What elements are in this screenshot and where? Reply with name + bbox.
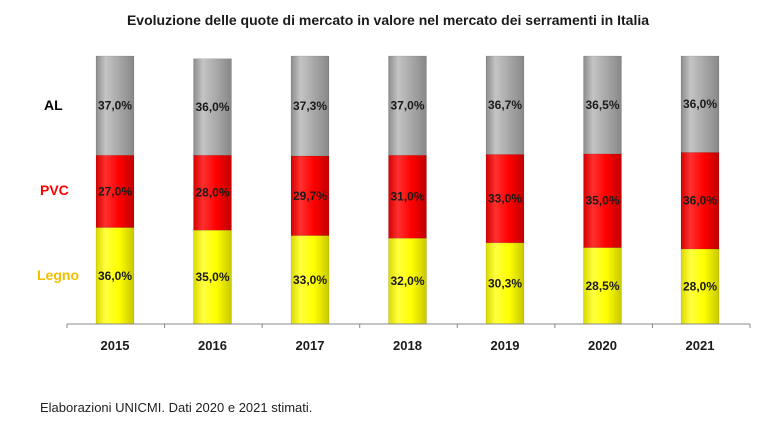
data-label-pvc-2016: 28,0% [195,186,229,200]
data-label-legno-2017: 33,0% [293,273,327,287]
x-tick-label-2021: 2021 [686,338,715,353]
bar-segment-pvc-2018 [388,154,427,239]
bar-segment-al-2019 [485,55,525,155]
data-label-pvc-2017: 29,7% [293,189,327,203]
bar-segment-al-2021 [680,55,720,153]
data-label-legno-2016: 35,0% [195,270,229,284]
data-label-legno-2020: 28,5% [585,279,619,293]
data-label-al-2019: 36,7% [488,98,522,112]
bar-segment-al-2018 [388,55,427,156]
bar-segment-legno-2019 [485,242,525,325]
bar-segment-al-2015 [95,55,135,156]
chart-title: Evoluzione delle quote di mercato in val… [126,12,650,28]
bar-segment-al-2020 [583,55,622,155]
x-tick-label-2017: 2017 [296,338,325,353]
bar-segment-legno-2017 [290,235,330,325]
bar-segment-pvc-2021 [680,152,720,250]
x-tick-label-2018: 2018 [393,338,422,353]
footnote: Elaborazioni UNICMI. Dati 2020 e 2021 st… [40,400,313,415]
x-tick-label-2020: 2020 [588,338,617,353]
bar-segment-pvc-2015 [95,154,135,228]
bar-segment-pvc-2017 [290,155,330,236]
bar-segment-pvc-2020 [583,153,622,248]
data-label-pvc-2019: 33,0% [488,192,522,206]
bar-segment-legno-2015 [95,227,135,325]
x-tick-label-2015: 2015 [101,338,130,353]
data-label-legno-2021: 28,0% [683,279,717,293]
data-label-legno-2015: 36,0% [98,269,132,283]
data-label-al-2018: 37,0% [390,99,424,113]
bar-segment-pvc-2019 [485,154,525,244]
data-label-al-2020: 36,5% [585,98,619,112]
data-label-legno-2018: 32,0% [390,274,424,288]
data-label-pvc-2020: 35,0% [585,194,619,208]
bar-segment-al-2017 [290,55,330,157]
data-label-legno-2019: 30,3% [488,276,522,290]
legend-entry-legno: Legno [37,266,79,283]
data-label-pvc-2018: 31,0% [390,190,424,204]
data-label-al-2015: 37,0% [98,99,132,113]
x-tick-label-2019: 2019 [491,338,520,353]
legend-entry-pvc: PVC [40,182,69,199]
data-label-pvc-2021: 36,0% [683,194,717,208]
data-label-al-2016: 36,0% [195,100,229,114]
data-label-al-2017: 37,3% [293,99,327,113]
bar-segment-legno-2020 [583,247,622,325]
bar-segment-legno-2021 [680,248,720,325]
data-label-pvc-2015: 27,0% [98,184,132,198]
bar-segment-legno-2016 [193,229,232,325]
bar-segment-al-2016 [193,58,232,156]
data-label-al-2021: 36,0% [683,97,717,111]
legend-entry-al: AL [44,96,63,113]
x-tick-label-2016: 2016 [198,338,227,353]
